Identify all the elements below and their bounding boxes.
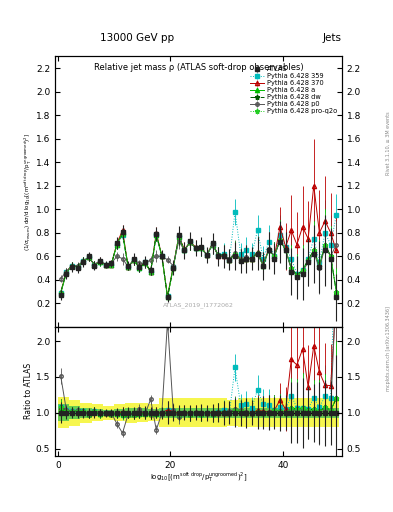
Legend: ATLAS, Pythia 6.428 359, Pythia 6.428 370, Pythia 6.428 a, Pythia 6.428 dw, Pyth: ATLAS, Pythia 6.428 359, Pythia 6.428 37… — [248, 65, 339, 116]
Text: ATLAS_2019_I1772062: ATLAS_2019_I1772062 — [163, 303, 234, 308]
Y-axis label: Ratio to ATLAS: Ratio to ATLAS — [24, 363, 33, 419]
Y-axis label: $(1/\sigma_\mathrm{resum})$ d$\sigma$/d log$_{10}$[(m$^{\mathrm{soft\ drop}}$/p$: $(1/\sigma_\mathrm{resum})$ d$\sigma$/d … — [23, 133, 35, 250]
Text: Rivet 3.1.10, ≥ 3M events: Rivet 3.1.10, ≥ 3M events — [386, 112, 391, 175]
X-axis label: log$_{10}$[(m$^{\mathrm{soft\ drop}}$/p$_\mathrm{T}^{\mathrm{ungroomed}}$)$^2$]: log$_{10}$[(m$^{\mathrm{soft\ drop}}$/p$… — [150, 471, 247, 484]
Text: 13000 GeV pp: 13000 GeV pp — [101, 33, 174, 44]
Text: Relative jet mass ρ (ATLAS soft-drop observables): Relative jet mass ρ (ATLAS soft-drop obs… — [94, 63, 303, 72]
Text: Jets: Jets — [323, 33, 342, 44]
Text: mcplots.cern.ch [arXiv:1306.3436]: mcplots.cern.ch [arXiv:1306.3436] — [386, 306, 391, 391]
